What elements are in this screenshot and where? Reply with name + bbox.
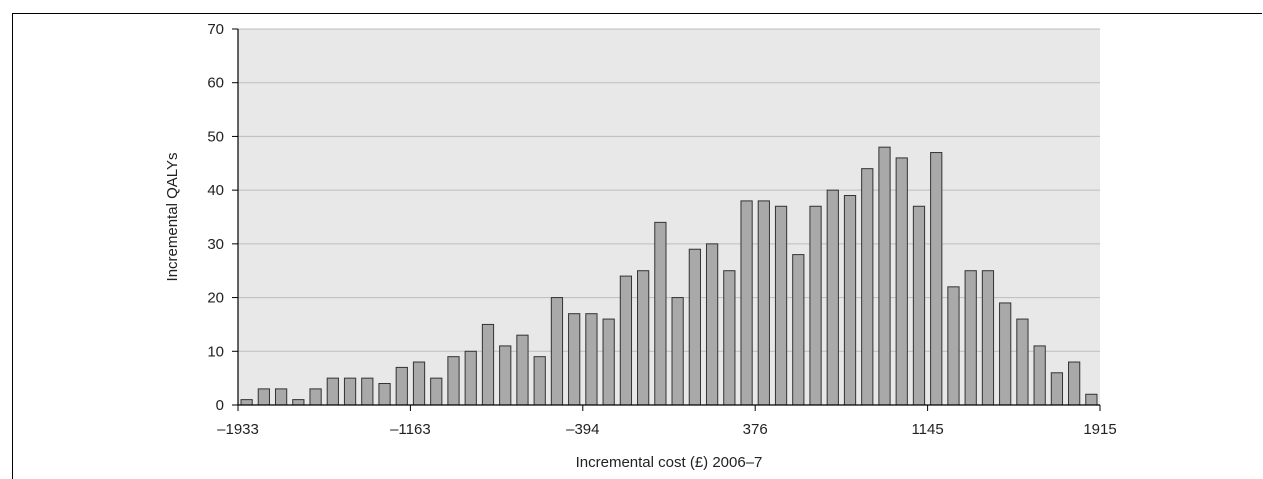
histogram-bar [378, 383, 391, 406]
histogram-bar [809, 205, 822, 406]
histogram-bar [274, 388, 288, 406]
histogram-bar [912, 205, 926, 406]
y-tick-label: 30 [207, 236, 224, 253]
histogram-bar [792, 254, 805, 406]
histogram-bar [257, 388, 270, 406]
axes [232, 28, 1101, 411]
histogram-bar [930, 152, 943, 406]
histogram-bar [619, 275, 633, 406]
y-tick-label: 50 [207, 128, 224, 145]
histogram-bar [412, 361, 426, 406]
histogram-bar [343, 377, 357, 406]
histogram-bar [1068, 361, 1081, 406]
histogram-bar [292, 399, 305, 406]
histogram-bar [464, 350, 477, 406]
histogram-bar [688, 248, 701, 406]
x-tick-label: 1915 [1083, 421, 1116, 438]
y-tick-label: 40 [207, 182, 224, 199]
histogram-bar [774, 205, 788, 406]
x-tick-label: –1163 [390, 421, 431, 438]
x-tick-label: –1933 [217, 421, 259, 438]
x-tick-label: –394 [566, 421, 599, 438]
y-axis-title: Incremental QALYs [164, 153, 181, 282]
histogram-bar [654, 221, 667, 406]
y-tick-labels: 0 10 20 30 40 50 60 70 [207, 21, 224, 414]
y-tick-label: 0 [216, 397, 224, 414]
histogram-bar [757, 200, 770, 406]
histogram-bar [361, 377, 374, 406]
histogram-bar [826, 189, 839, 406]
histogram-bar [947, 286, 960, 406]
y-tick-label: 20 [207, 290, 224, 307]
x-axis-title: Incremental cost (£) 2006–7 [576, 454, 763, 471]
histogram-bar [723, 270, 736, 406]
histogram-bar [585, 313, 598, 406]
histogram-bar [326, 377, 339, 406]
histogram-bar [981, 270, 995, 406]
histogram-bar [861, 168, 874, 406]
figure-frame-top [12, 13, 1262, 14]
x-tick-label: 1145 [911, 421, 943, 438]
histogram-bar [395, 366, 408, 406]
histogram-bar [637, 270, 650, 406]
histogram-bar [430, 377, 443, 406]
x-tick-labels: –1933 –1163 –394 376 1145 1915 [217, 421, 1117, 438]
histogram-bar [999, 302, 1012, 406]
histogram-bar [309, 388, 322, 406]
y-tick-label: 70 [207, 21, 224, 38]
histogram-bar [1016, 318, 1029, 406]
bars [240, 146, 1098, 406]
histogram-bar [533, 356, 546, 406]
x-tick-label: 376 [743, 421, 768, 438]
histogram-bar [1085, 393, 1098, 406]
histogram-bar [602, 318, 615, 406]
histogram-bar [705, 243, 719, 406]
histogram-bar [878, 146, 891, 406]
histogram-bar [499, 345, 512, 406]
histogram-bar [516, 334, 529, 406]
histogram-bar [895, 157, 908, 406]
histogram-bar [740, 200, 753, 406]
histogram-bar [843, 195, 857, 406]
figure-frame-left [12, 13, 13, 479]
histogram-bar [481, 323, 495, 406]
histogram-bar [1050, 372, 1064, 406]
histogram-bar [964, 270, 977, 406]
histogram-bar [240, 399, 253, 406]
histogram-bar [1033, 345, 1046, 406]
histogram-bar [568, 313, 581, 406]
histogram-bar [447, 356, 460, 406]
y-tick-label: 60 [207, 75, 224, 92]
y-tick-label: 10 [207, 343, 224, 360]
histogram-bar [550, 297, 564, 406]
histogram-bar [671, 297, 684, 406]
